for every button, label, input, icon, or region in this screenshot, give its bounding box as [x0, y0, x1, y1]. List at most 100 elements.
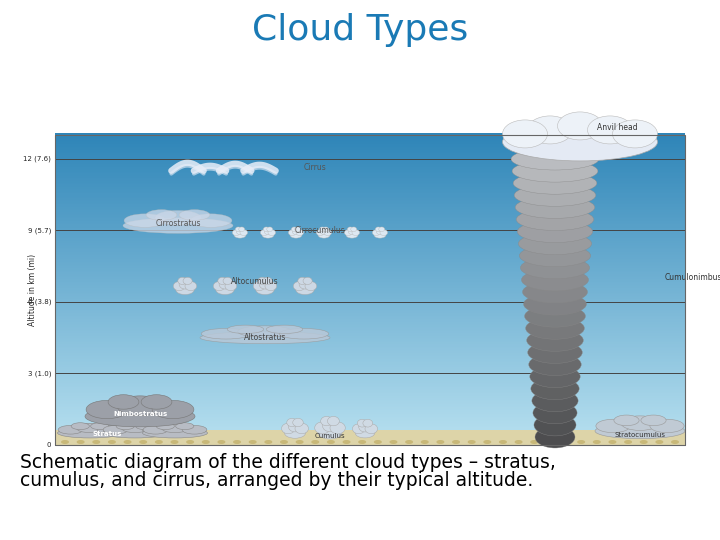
Ellipse shape — [305, 281, 317, 291]
Bar — [55, 237, 685, 239]
Bar — [55, 202, 685, 205]
Text: Anvil head: Anvil head — [597, 124, 637, 132]
Ellipse shape — [92, 440, 100, 444]
Ellipse shape — [330, 422, 346, 434]
Bar — [55, 221, 685, 224]
Bar — [55, 318, 685, 320]
Ellipse shape — [85, 406, 195, 427]
Text: Cloud Types: Cloud Types — [252, 13, 468, 47]
Ellipse shape — [499, 440, 507, 444]
Bar — [55, 209, 685, 211]
Ellipse shape — [650, 419, 684, 433]
Bar — [55, 401, 685, 403]
Ellipse shape — [521, 257, 590, 279]
Ellipse shape — [528, 354, 581, 375]
Bar — [55, 133, 685, 135]
Ellipse shape — [503, 120, 547, 148]
Ellipse shape — [228, 325, 264, 334]
Bar — [55, 309, 685, 312]
Bar — [55, 136, 685, 138]
Bar — [55, 159, 685, 161]
Bar — [55, 364, 685, 366]
Bar — [55, 323, 685, 326]
Ellipse shape — [519, 245, 590, 267]
Bar — [55, 345, 685, 347]
Ellipse shape — [293, 281, 305, 291]
Bar — [55, 344, 685, 346]
Bar — [55, 395, 685, 397]
Bar — [55, 285, 685, 287]
Bar — [55, 269, 685, 272]
Ellipse shape — [233, 440, 241, 444]
Bar — [55, 338, 685, 340]
Ellipse shape — [289, 230, 296, 235]
Bar — [55, 220, 685, 222]
Bar — [55, 350, 685, 352]
Bar — [55, 362, 685, 365]
Bar — [55, 150, 685, 152]
Ellipse shape — [202, 440, 210, 444]
Bar — [55, 207, 685, 210]
Bar — [55, 268, 685, 270]
Bar — [55, 412, 685, 414]
Bar — [55, 148, 685, 151]
Ellipse shape — [116, 423, 135, 430]
Bar — [55, 311, 685, 313]
Text: Cirrocumulus: Cirrocumulus — [294, 226, 346, 235]
Ellipse shape — [379, 227, 384, 232]
Bar — [55, 175, 685, 177]
Ellipse shape — [179, 210, 210, 220]
Ellipse shape — [348, 228, 356, 234]
Ellipse shape — [264, 228, 271, 234]
Bar — [55, 273, 685, 274]
Ellipse shape — [152, 401, 194, 418]
Bar — [55, 392, 685, 394]
Text: Cirrostratus: Cirrostratus — [156, 219, 201, 228]
Bar — [55, 314, 685, 316]
Text: Altostratus: Altostratus — [244, 333, 286, 342]
Ellipse shape — [213, 281, 225, 291]
Ellipse shape — [377, 228, 384, 234]
Ellipse shape — [161, 423, 189, 433]
Bar — [55, 186, 685, 188]
Ellipse shape — [143, 426, 168, 434]
Bar — [55, 161, 685, 163]
Ellipse shape — [264, 227, 269, 232]
Ellipse shape — [287, 418, 297, 427]
Ellipse shape — [624, 440, 632, 444]
Ellipse shape — [562, 440, 570, 444]
Ellipse shape — [293, 418, 303, 427]
Ellipse shape — [61, 440, 69, 444]
Bar — [55, 190, 685, 192]
Ellipse shape — [239, 227, 245, 232]
Bar — [55, 212, 685, 214]
Bar — [55, 152, 685, 153]
Bar — [55, 252, 685, 254]
Bar — [55, 428, 685, 429]
Ellipse shape — [343, 440, 351, 444]
Bar — [55, 286, 685, 288]
Ellipse shape — [58, 428, 122, 438]
Ellipse shape — [546, 440, 554, 444]
Ellipse shape — [292, 227, 297, 232]
Ellipse shape — [596, 419, 630, 433]
Bar — [55, 389, 685, 391]
Ellipse shape — [298, 278, 307, 285]
Ellipse shape — [234, 232, 246, 238]
Bar — [55, 293, 685, 295]
Ellipse shape — [380, 230, 387, 235]
Bar — [55, 375, 685, 377]
Bar — [55, 342, 685, 345]
Bar — [55, 215, 685, 217]
Bar — [55, 303, 685, 306]
Ellipse shape — [557, 112, 603, 140]
Ellipse shape — [595, 423, 685, 438]
Ellipse shape — [292, 228, 300, 234]
Ellipse shape — [655, 440, 663, 444]
Ellipse shape — [262, 232, 274, 238]
Bar — [55, 347, 685, 349]
Bar — [55, 164, 685, 166]
Ellipse shape — [318, 427, 342, 439]
Bar — [55, 271, 685, 273]
Bar — [55, 430, 685, 445]
